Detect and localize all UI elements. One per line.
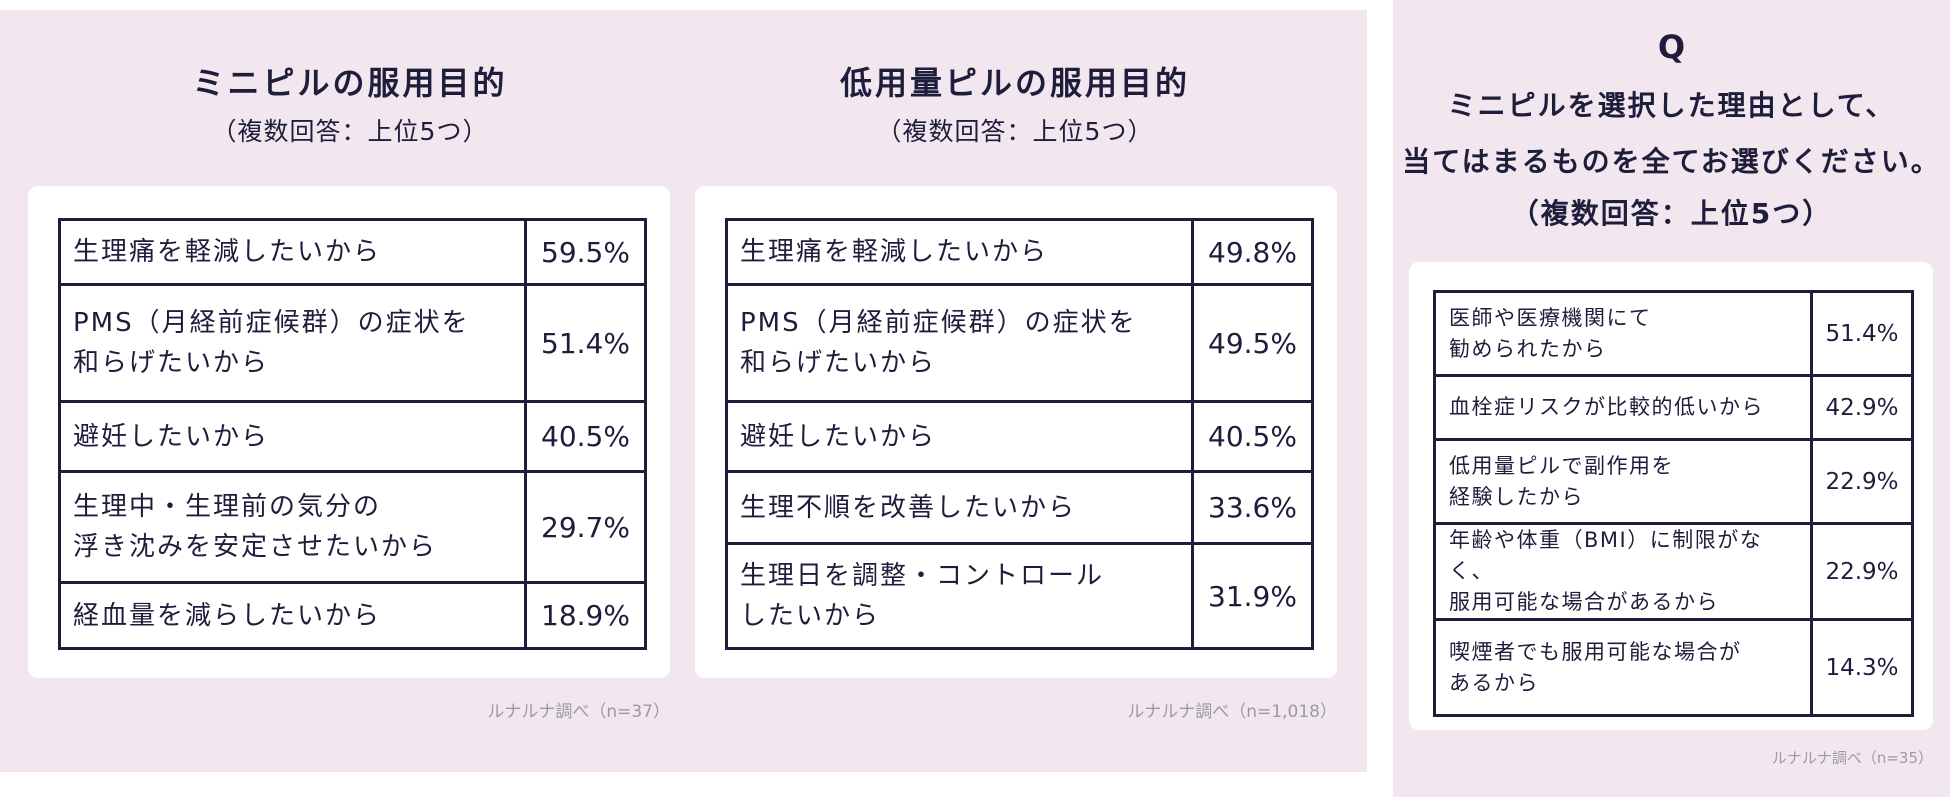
row-label: 経血量を減らしたいから <box>58 581 527 650</box>
middle-chart-title: 低用量ピルの服用目的 <box>839 64 1190 102</box>
row-label-line: 経験したから <box>1449 484 1584 509</box>
row-label-line: 浮き沈みを安定させたいから <box>73 532 438 562</box>
row-value: 40.5% <box>1191 400 1314 473</box>
row-value: 40.5% <box>524 400 647 473</box>
table-row: PMS（月経前症候群）の症状を 和らげたいから 49.5% <box>725 283 1314 403</box>
row-label: 生理痛を軽減したいから <box>725 218 1194 286</box>
table-row: 生理痛を軽減したいから 49.8% <box>725 218 1314 286</box>
row-value: 33.6% <box>1191 470 1314 545</box>
table-row: 生理中・生理前の気分の 浮き沈みを安定させたいから 29.7% <box>58 470 647 584</box>
right-results-table: 医師や医療機関にて 勧められたから 51.4% 血栓症リスクが比較的低いから 42.9%… <box>1433 290 1914 717</box>
row-value: 14.3% <box>1810 618 1914 717</box>
row-label: 生理痛を軽減したいから <box>58 218 527 286</box>
row-label-line: 低用量ピルで副作用を <box>1449 453 1674 478</box>
row-label-line: したいから <box>740 601 881 631</box>
row-label: 年齢や体重（BMI）に制限がなく、服用可能な場合があるから <box>1433 522 1813 621</box>
row-label-line: 生理痛を軽減したいから <box>740 237 1049 267</box>
row-label-line: 医師や医療機関にて <box>1449 305 1652 330</box>
table-row: 喫煙者でも服用可能な場合が あるから 14.3% <box>1433 618 1914 717</box>
row-value: 51.4% <box>524 283 647 403</box>
row-label: PMS（月経前症候群）の症状を 和らげたいから <box>58 283 527 403</box>
row-label-line: 避妊したいから <box>740 421 937 452</box>
row-label-line: 血栓症リスクが比較的低いから <box>1449 395 1764 419</box>
row-label: 医師や医療機関にて 勧められたから <box>1433 290 1813 377</box>
question-line-3: （複数回答：上位5つ） <box>1510 197 1833 230</box>
left-chart-title: ミニピルの服用目的 <box>192 64 508 102</box>
row-label-line: 勧められたから <box>1449 336 1607 361</box>
row-label-line: 和らげたいから <box>73 348 270 378</box>
row-label-line: あるから <box>1449 670 1539 695</box>
table-row: 避妊したいから 40.5% <box>58 400 647 473</box>
row-label: 避妊したいから <box>58 400 527 473</box>
row-value: 49.8% <box>1191 218 1314 286</box>
question-line-2: 当てはまるものを全てお選びください。 <box>1402 145 1941 178</box>
question-line-1: ミニピルを選択した理由として、 <box>1447 89 1896 122</box>
middle-chart-subtitle: （複数回答：上位5つ） <box>876 117 1154 146</box>
row-label-line: 経血量を減らしたいから <box>73 600 382 631</box>
row-label: 生理日を調整・コントロール したいから <box>725 542 1194 650</box>
table-row: 生理日を調整・コントロール したいから 31.9% <box>725 542 1314 650</box>
question-letter: Q <box>1657 28 1686 66</box>
row-label-line: 服用可能な場合があるから <box>1449 590 1719 614</box>
row-value: 31.9% <box>1191 542 1314 650</box>
table-row: 医師や医療機関にて 勧められたから 51.4% <box>1433 290 1914 377</box>
right-source-note: ルナルナ調べ（n=35） <box>1771 749 1933 767</box>
row-value: 42.9% <box>1810 374 1914 441</box>
row-label-line: 生理中・生理前の気分の <box>73 492 382 522</box>
row-label: PMS（月経前症候群）の症状を 和らげたいから <box>725 283 1194 403</box>
row-label: 喫煙者でも服用可能な場合が あるから <box>1433 618 1813 717</box>
table-row: PMS（月経前症候群）の症状を 和らげたいから 51.4% <box>58 283 647 403</box>
table-row: 避妊したいから 40.5% <box>725 400 1314 473</box>
row-value: 22.9% <box>1810 438 1914 525</box>
table-row: 生理痛を軽減したいから 59.5% <box>58 218 647 286</box>
middle-results-table: 生理痛を軽減したいから 49.8% PMS（月経前症候群）の症状を 和らげたいから 49… <box>725 218 1314 650</box>
row-label-line: 年齢や体重（BMI）に制限がなく、 <box>1449 528 1763 583</box>
row-label-line: 和らげたいから <box>740 348 937 378</box>
left-chart-subtitle: （複数回答：上位5つ） <box>211 117 489 146</box>
row-value: 59.5% <box>524 218 647 286</box>
row-label-line: 避妊したいから <box>73 421 270 452</box>
table-row: 年齢や体重（BMI）に制限がなく、 服用可能な場合があるから 22.9% <box>1433 522 1914 621</box>
row-label: 血栓症リスクが比較的低いから <box>1433 374 1813 441</box>
middle-source-note: ルナルナ調べ（n=1,018） <box>1127 702 1337 722</box>
row-label-line: PMS（月経前症候群）の症状を <box>740 308 1137 338</box>
row-label: 低用量ピルで副作用を 経験したから <box>1433 438 1813 525</box>
row-label: 避妊したいから <box>725 400 1194 473</box>
left-results-table: 生理痛を軽減したいから 59.5% PMS（月経前症候群）の症状を 和らげたいから 51… <box>58 218 647 650</box>
row-label: 生理中・生理前の気分の浮き沈みを安定させたいから <box>58 470 527 584</box>
row-label: 生理不順を改善したいから <box>725 470 1194 545</box>
row-label-line: 生理不順を改善したいから <box>740 492 1077 523</box>
row-label-line: 生理日を調整・コントロール <box>740 561 1105 591</box>
row-label-line: PMS（月経前症候群）の症状を <box>73 308 470 338</box>
row-label-line: 喫煙者でも服用可能な場合が <box>1449 639 1742 664</box>
left-source-note: ルナルナ調べ（n=37） <box>487 702 670 722</box>
row-label-line: 生理痛を軽減したいから <box>73 237 382 267</box>
table-row: 血栓症リスクが比較的低いから 42.9% <box>1433 374 1914 441</box>
table-row: 低用量ピルで副作用を 経験したから 22.9% <box>1433 438 1914 525</box>
table-row: 経血量を減らしたいから 18.9% <box>58 581 647 650</box>
row-value: 29.7% <box>524 470 647 584</box>
row-value: 22.9% <box>1810 522 1914 621</box>
row-value: 49.5% <box>1191 283 1314 403</box>
row-value: 51.4% <box>1810 290 1914 377</box>
table-row: 生理不順を改善したいから 33.6% <box>725 470 1314 545</box>
row-value: 18.9% <box>524 581 647 650</box>
